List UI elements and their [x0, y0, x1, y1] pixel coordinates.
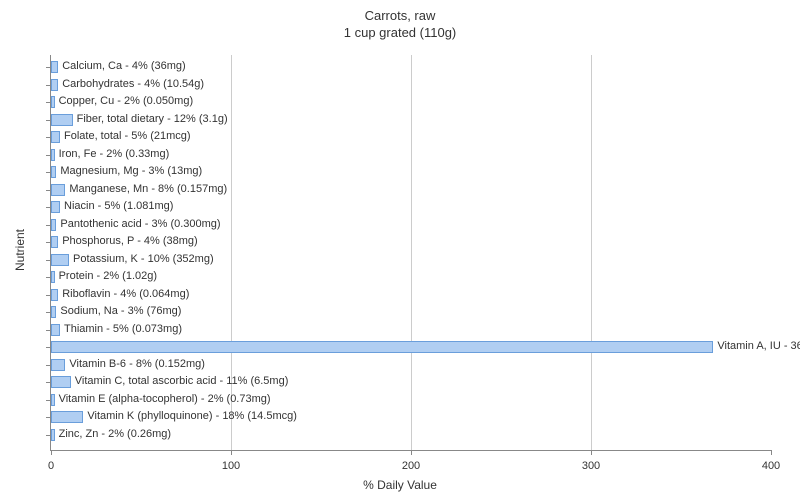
bar — [51, 359, 65, 371]
bar — [51, 236, 58, 248]
bar — [51, 271, 55, 283]
bar — [51, 184, 65, 196]
bar-label: Vitamin B-6 - 8% (0.152mg) — [69, 357, 205, 371]
bar-label: Iron, Fe - 2% (0.33mg) — [59, 147, 170, 161]
bar-row: Riboflavin - 4% (0.064mg) — [51, 287, 771, 301]
bar-row: Magnesium, Mg - 3% (13mg) — [51, 164, 771, 178]
nutrient-chart: Carrots, raw 1 cup grated (110g) Nutrien… — [0, 0, 800, 500]
y-axis-label: Nutrient — [13, 229, 27, 271]
x-tick — [771, 450, 772, 455]
bar-row: Manganese, Mn - 8% (0.157mg) — [51, 182, 771, 196]
bar-label: Carbohydrates - 4% (10.54g) — [62, 77, 204, 91]
bar-row: Calcium, Ca - 4% (36mg) — [51, 59, 771, 73]
x-axis-label: % Daily Value — [363, 478, 437, 492]
bar — [51, 254, 69, 266]
bar-row: Vitamin A, IU - 368% (18377IU) — [51, 339, 771, 353]
bar-row: Carbohydrates - 4% (10.54g) — [51, 77, 771, 91]
bar-label: Protein - 2% (1.02g) — [59, 269, 157, 283]
bar — [51, 306, 56, 318]
bar-row: Vitamin E (alpha-tocopherol) - 2% (0.73m… — [51, 392, 771, 406]
bar-label: Phosphorus, P - 4% (38mg) — [62, 234, 198, 248]
bar — [51, 61, 58, 73]
bar-row: Protein - 2% (1.02g) — [51, 269, 771, 283]
title-line-1: Carrots, raw — [0, 8, 800, 25]
bar-label: Vitamin A, IU - 368% (18377IU) — [717, 339, 800, 353]
bar-label: Pantothenic acid - 3% (0.300mg) — [60, 217, 220, 231]
x-tick — [411, 450, 412, 455]
bar — [51, 201, 60, 213]
bar-label: Magnesium, Mg - 3% (13mg) — [60, 164, 202, 178]
chart-title: Carrots, raw 1 cup grated (110g) — [0, 8, 800, 42]
bar-row: Sodium, Na - 3% (76mg) — [51, 304, 771, 318]
bar-row: Pantothenic acid - 3% (0.300mg) — [51, 217, 771, 231]
bar-row: Vitamin K (phylloquinone) - 18% (14.5mcg… — [51, 409, 771, 423]
bar-label: Vitamin C, total ascorbic acid - 11% (6.… — [75, 374, 289, 388]
bar — [51, 149, 55, 161]
bar — [51, 219, 56, 231]
x-tick-label: 200 — [402, 460, 420, 472]
bar-row: Folate, total - 5% (21mcg) — [51, 129, 771, 143]
bar-label: Zinc, Zn - 2% (0.26mg) — [59, 427, 171, 441]
bar-row: Niacin - 5% (1.081mg) — [51, 199, 771, 213]
bar — [51, 394, 55, 406]
x-tick-label: 300 — [582, 460, 600, 472]
bar — [51, 96, 55, 108]
bar — [51, 114, 73, 126]
bar-row: Vitamin C, total ascorbic acid - 11% (6.… — [51, 374, 771, 388]
x-tick — [51, 450, 52, 455]
bar-label: Thiamin - 5% (0.073mg) — [64, 322, 182, 336]
bar — [51, 341, 713, 353]
x-tick — [591, 450, 592, 455]
bar-row: Zinc, Zn - 2% (0.26mg) — [51, 427, 771, 441]
bar — [51, 429, 55, 441]
x-tick-label: 100 — [222, 460, 240, 472]
bar-label: Fiber, total dietary - 12% (3.1g) — [77, 112, 228, 126]
bar — [51, 376, 71, 388]
bar-label: Potassium, K - 10% (352mg) — [73, 252, 214, 266]
bar-row: Copper, Cu - 2% (0.050mg) — [51, 94, 771, 108]
bar-row: Iron, Fe - 2% (0.33mg) — [51, 147, 771, 161]
bar-label: Niacin - 5% (1.081mg) — [64, 199, 173, 213]
bar-label: Folate, total - 5% (21mcg) — [64, 129, 191, 143]
bar-row: Thiamin - 5% (0.073mg) — [51, 322, 771, 336]
bar — [51, 411, 83, 423]
bar — [51, 324, 60, 336]
bar-row: Potassium, K - 10% (352mg) — [51, 252, 771, 266]
bar-label: Copper, Cu - 2% (0.050mg) — [59, 94, 194, 108]
title-line-2: 1 cup grated (110g) — [0, 25, 800, 42]
bar-label: Calcium, Ca - 4% (36mg) — [62, 59, 185, 73]
bar — [51, 79, 58, 91]
bar — [51, 289, 58, 301]
bar-label: Manganese, Mn - 8% (0.157mg) — [69, 182, 227, 196]
bar — [51, 131, 60, 143]
plot-area: 0100200300400Calcium, Ca - 4% (36mg)Carb… — [50, 55, 771, 451]
bar-label: Riboflavin - 4% (0.064mg) — [62, 287, 189, 301]
bar-label: Sodium, Na - 3% (76mg) — [60, 304, 181, 318]
bar — [51, 166, 56, 178]
bar-row: Vitamin B-6 - 8% (0.152mg) — [51, 357, 771, 371]
bar-label: Vitamin E (alpha-tocopherol) - 2% (0.73m… — [59, 392, 271, 406]
bar-row: Fiber, total dietary - 12% (3.1g) — [51, 112, 771, 126]
bar-row: Phosphorus, P - 4% (38mg) — [51, 234, 771, 248]
bar-label: Vitamin K (phylloquinone) - 18% (14.5mcg… — [87, 409, 297, 423]
x-tick-label: 0 — [48, 460, 54, 472]
x-tick — [231, 450, 232, 455]
x-tick-label: 400 — [762, 460, 780, 472]
